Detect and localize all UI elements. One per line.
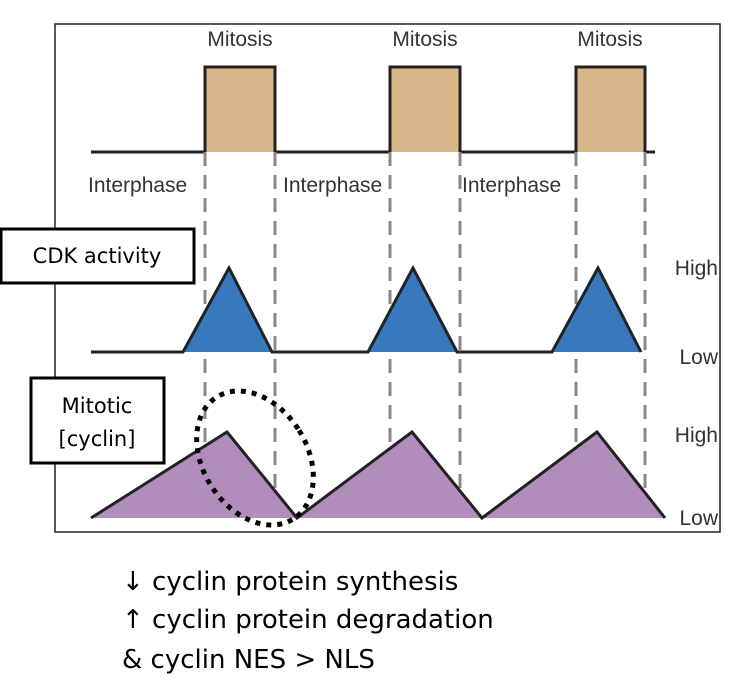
mitosis-line [91, 65, 655, 154]
cdk-high-label: High [675, 257, 718, 280]
cdk-peak [368, 268, 457, 352]
mitosis-box [390, 67, 460, 152]
note-synthesis: ↓ cyclin protein synthesis [122, 567, 458, 597]
cyclin-high-label: High [675, 424, 718, 447]
cdk-peak [183, 268, 272, 352]
cdk-label-box [0, 227, 196, 285]
mitosis-label: Mitosis [207, 28, 272, 51]
cdk-track [91, 264, 643, 354]
cyclin-track [90, 429, 667, 521]
cdk-low-label: Low [679, 346, 718, 369]
cdk-label: CDK activity [33, 244, 162, 268]
note-nes-nls: & cyclin NES > NLS [122, 645, 375, 675]
cyclin-label-line2: [cyclin] [59, 427, 136, 451]
note-degradation: ↑ cyclin protein degradation [122, 605, 494, 635]
mitosis-label: Mitosis [392, 28, 457, 51]
cyclin-label-box [29, 376, 166, 465]
cyclin-line [90, 429, 667, 521]
mitosis-track [91, 65, 655, 154]
mitosis-box [576, 67, 645, 152]
mitosis-label: Mitosis [577, 28, 642, 51]
cyclin-area [91, 432, 665, 518]
interphase-label: Interphase [88, 174, 187, 197]
interphase-label: Interphase [283, 174, 382, 197]
highlight-ellipse [194, 388, 316, 528]
cyclin-label-line1: Mitotic [62, 394, 133, 418]
interphase-label: Interphase [462, 174, 561, 197]
cdk-peak [552, 268, 641, 352]
mitosis-box [205, 67, 275, 152]
cyclin-low-label: Low [679, 507, 718, 530]
cdk-line [91, 264, 643, 354]
